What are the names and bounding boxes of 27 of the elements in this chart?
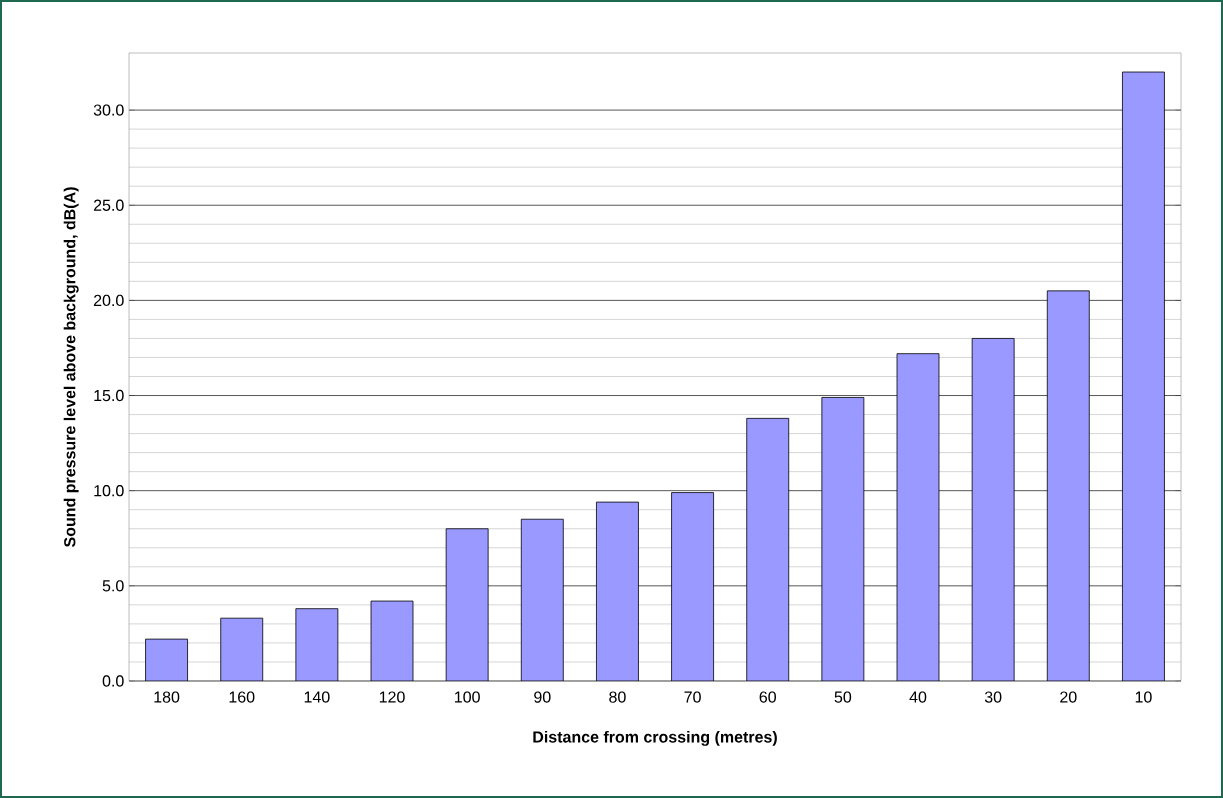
x-tick-label: 30 xyxy=(984,691,1002,703)
x-tick-label: 100 xyxy=(455,691,480,703)
x-axis-title: Distance from crossing (metres) xyxy=(533,730,777,746)
y-tick-label: 15.0 xyxy=(94,389,124,402)
x-tick-label: 180 xyxy=(154,691,180,703)
y-tick-label: 30.0 xyxy=(93,104,124,116)
y-tick-label: 25.0 xyxy=(93,199,124,211)
x-tick-label: 10 xyxy=(1135,691,1152,703)
x-tick-label: 160 xyxy=(229,691,255,703)
y-axis-title: Sound pressure level above background, dB(A) xyxy=(63,187,79,548)
x-tick-label: 40 xyxy=(909,691,927,703)
y-tick-label: 20.0 xyxy=(93,294,124,307)
bar xyxy=(145,638,188,681)
y-tick-label: 5.0 xyxy=(102,580,124,592)
bar xyxy=(370,600,414,681)
bar xyxy=(220,617,264,681)
x-tick-label: 140 xyxy=(304,691,330,703)
y-tick-label: 0.0 xyxy=(102,675,124,687)
x-tick-label: 20 xyxy=(1060,691,1077,703)
y-tick-label: 10.0 xyxy=(94,485,124,497)
x-tick-label: 60 xyxy=(759,691,776,703)
x-tick-label: 80 xyxy=(609,691,626,703)
x-tick-label: 50 xyxy=(834,691,852,703)
x-tick-label: 120 xyxy=(379,691,405,703)
x-tick-label: 90 xyxy=(534,691,551,703)
x-tick-label: 70 xyxy=(684,691,701,703)
bar xyxy=(295,608,339,681)
